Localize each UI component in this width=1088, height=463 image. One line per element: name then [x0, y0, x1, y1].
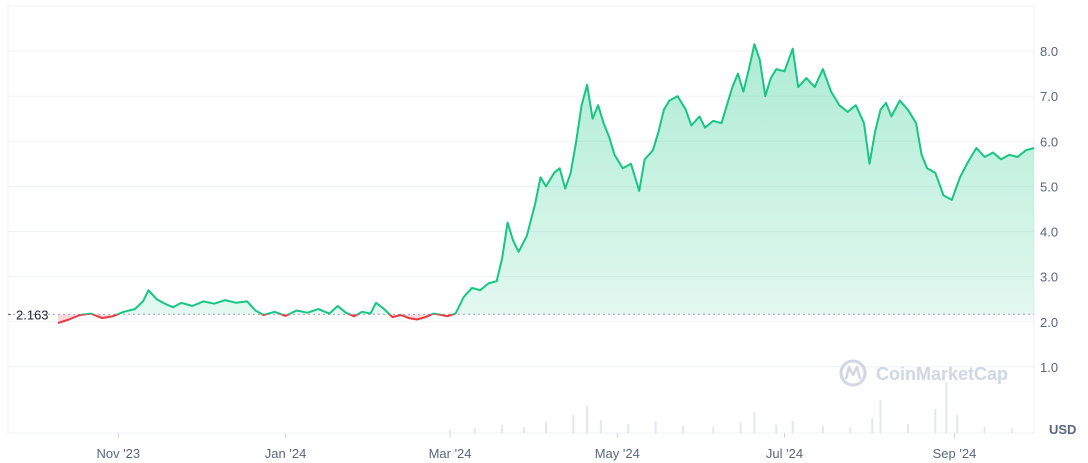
y-tick-label: 1.0: [1040, 360, 1058, 375]
volume-bar: [753, 412, 756, 433]
volume-bar: [654, 421, 657, 433]
price-line[interactable]: [57, 43, 1035, 325]
volume-bar: [572, 415, 575, 433]
y-tick-label: 6.0: [1040, 134, 1058, 149]
volume-bar: [682, 425, 685, 433]
volume-bar: [627, 424, 630, 433]
price-area-up: [84, 44, 1034, 315]
volume-bar: [934, 409, 937, 433]
volume-bar: [1011, 428, 1014, 433]
volume-bar: [849, 427, 852, 433]
y-tick-label: 3.0: [1040, 270, 1058, 285]
y-tick-label: 2.0: [1040, 315, 1058, 330]
volume-bar: [791, 421, 794, 433]
volume-bar: [956, 415, 959, 433]
volume-bar: [712, 427, 715, 433]
volume-bar: [599, 419, 602, 433]
volume-bar: [821, 425, 824, 433]
y-axis-ticks: 8.0 7.0 6.0 5.0 4.0 3.0 2.0 1.0: [1040, 44, 1058, 375]
y-tick-label: 5.0: [1040, 179, 1058, 194]
volume-bar: [501, 424, 504, 433]
volume-bar: [545, 422, 547, 433]
x-tick-label: Nov '23: [96, 446, 140, 461]
price-area: [58, 44, 1034, 324]
x-axis-ticks: Nov '23 Jan '24 Mar '24 May '24 Jul '24 Sep '…: [96, 433, 976, 461]
volume-bar: [473, 428, 476, 433]
currency-unit-label: USD: [1049, 422, 1076, 437]
volume-bar: [739, 422, 742, 433]
coinmarketcap-logo-icon: [839, 359, 867, 387]
x-tick-label: Jan '24: [265, 446, 307, 461]
volume-bar: [449, 430, 452, 433]
volume-bar: [906, 424, 909, 433]
watermark: CoinMarketCap: [839, 359, 1008, 387]
volume-bar: [775, 424, 778, 433]
volume-bar: [523, 427, 526, 433]
volume-bar: [983, 427, 986, 433]
price-line-up[interactable]: [58, 43, 1035, 323]
volume-bar: [871, 418, 874, 433]
x-tick-label: Jul '24: [766, 446, 803, 461]
watermark-text: CoinMarketCap: [876, 364, 1008, 384]
x-tick-label: Mar '24: [429, 446, 472, 461]
price-line-down[interactable]: [57, 44, 1034, 325]
reference-value-label: 2.163: [8, 307, 49, 322]
y-tick-label: 8.0: [1040, 44, 1058, 59]
volume-bars: [449, 382, 1014, 433]
y-tick-label: 4.0: [1040, 225, 1058, 240]
reference-value-text: 2.163: [16, 307, 49, 322]
volume-bar: [945, 382, 948, 433]
volume-bar: [586, 406, 589, 433]
x-tick-label: Sep '24: [933, 446, 977, 461]
y-tick-label: 7.0: [1040, 89, 1058, 104]
x-tick-label: May '24: [595, 446, 640, 461]
volume-bar: [879, 400, 882, 433]
